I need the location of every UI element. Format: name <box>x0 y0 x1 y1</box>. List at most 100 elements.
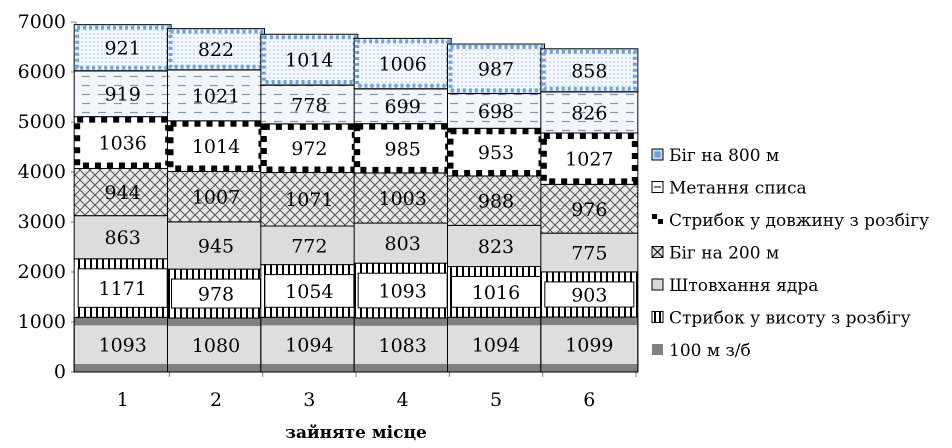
bar-value-label: 953 <box>478 142 514 164</box>
bar-segment <box>353 88 452 125</box>
y-tick-label: 0 <box>54 361 66 383</box>
bar-value-label: 698 <box>478 101 514 123</box>
bar-segment-label-box <box>171 278 261 309</box>
bar-value-label: 1027 <box>565 149 613 171</box>
bar-value-label: 778 <box>291 94 327 116</box>
bar-segment-group: 919 <box>73 69 172 118</box>
bar-segment <box>540 48 639 93</box>
bar-segment-group: 1093 <box>353 262 452 319</box>
bar-segment-group: 699 <box>353 87 452 125</box>
bar-segment <box>73 70 172 118</box>
legend-swatch-inner <box>659 311 661 323</box>
bar-segment-band <box>167 364 265 372</box>
bar-segment <box>447 92 545 129</box>
bar-segment-dotted-border <box>448 45 544 93</box>
x-tick-label: 1 <box>117 389 129 411</box>
y-tick-label: 5000 <box>18 111 66 133</box>
legend-item: Стрибок у довжину з розбігу <box>652 211 929 231</box>
bar-segment-group: 976 <box>540 183 639 234</box>
bar-segment-group: 903 <box>540 271 639 318</box>
bar-segment-group: 823 <box>447 224 545 268</box>
bar-segment-group: 921 <box>73 24 172 72</box>
legend-item: Стрибок у висоту з розбігу <box>651 309 911 329</box>
x-tick-label: 4 <box>397 389 409 411</box>
bar-segment <box>73 167 172 217</box>
bar-segment-group: 1094 <box>260 316 359 373</box>
bar-segment-band <box>74 317 172 326</box>
legend-swatch-inner <box>658 219 663 224</box>
bar-value-label: 1080 <box>192 335 240 357</box>
bar-value-label: 1006 <box>378 54 426 76</box>
bar-value-label: 944 <box>105 182 141 204</box>
bar-segment-dotted-border <box>75 25 171 70</box>
bar-value-label: 945 <box>198 235 234 257</box>
bar-segment-group: 778 <box>260 84 359 125</box>
legend-label: 100 м з/б <box>669 341 751 361</box>
bar-segment-group: 985 <box>353 123 452 174</box>
bar-value-label: 1014 <box>285 50 333 72</box>
bar-segment-group: 1036 <box>73 116 172 169</box>
bar-segment <box>73 215 172 260</box>
bar-segment-label-box <box>264 274 355 308</box>
bar-segment-label-box <box>451 276 541 308</box>
bar-value-label: 985 <box>385 138 421 160</box>
bar-segment-group: 988 <box>447 175 545 226</box>
bar-segment-band <box>354 317 452 326</box>
bar-value-label: 1003 <box>378 188 426 210</box>
bar-segment-group: 1014 <box>167 120 265 173</box>
legend-label: Стрибок у висоту з розбігу <box>669 309 911 329</box>
axes-group: 0 1000 2000 3000 4000 5000 6000 7000 1 2 3 4 5 6 зайня… <box>18 11 637 443</box>
legend-item: Біг на 800 м <box>651 146 779 166</box>
y-tick-label: 1000 <box>18 311 66 333</box>
x-tick-label: 5 <box>490 389 502 411</box>
bar-value-label: 903 <box>571 284 607 306</box>
legend-label: Біг на 800 м <box>669 146 779 166</box>
bar-segment <box>540 91 639 134</box>
legend-swatch-inner <box>652 214 657 219</box>
bar-value-label: 1016 <box>472 282 520 304</box>
bar-value-label: 1021 <box>192 85 240 107</box>
legend-item: 100 м з/б <box>652 341 751 361</box>
legend-swatch <box>651 278 664 291</box>
bar-segment-label-box <box>357 272 448 309</box>
bar-segment-group: 1080 <box>167 317 265 373</box>
bar-value-label: 1083 <box>378 335 426 357</box>
bar-segment <box>540 232 639 273</box>
bar-segment-group: 1021 <box>167 69 265 122</box>
bar-value-label: 803 <box>385 233 421 255</box>
bar-segment-band <box>447 364 545 372</box>
bar-segment <box>73 24 172 72</box>
bar-segment <box>260 33 359 86</box>
bar-segment-band <box>260 364 358 372</box>
bar-value-label: 1036 <box>98 133 146 155</box>
bar-segment-label-box <box>544 281 635 308</box>
bar-value-label: 972 <box>291 138 327 160</box>
bar-segment-dotted-border <box>541 49 637 91</box>
bar-value-label: 1093 <box>98 335 146 357</box>
legend-label: Штовхання ядра <box>669 276 818 296</box>
legend-label: Стрибок у довжину з розбігу <box>669 211 929 231</box>
bar-segment <box>540 183 639 234</box>
bar-value-label: 978 <box>198 284 234 306</box>
bar-value-label: 1054 <box>285 281 333 303</box>
legend-swatch <box>652 344 663 355</box>
bar-segment-dotted-border <box>261 35 357 84</box>
bar-segment-dotted-border <box>355 39 451 88</box>
bar-segment-band <box>167 318 265 326</box>
bars-group: 1093 1171 863 944 1036 919 921 1080 978 945 1007 10… <box>73 24 639 373</box>
bar-segment <box>353 222 452 264</box>
bar-segment-band <box>447 317 545 326</box>
legend-item: Метання списа <box>651 179 807 199</box>
bar-segment <box>447 316 545 373</box>
bar-value-label: 858 <box>571 60 607 82</box>
bar-segment-group: 775 <box>540 232 639 273</box>
bar-segment-group: 698 <box>447 92 545 129</box>
bar-value-label: 822 <box>198 39 234 61</box>
bar-segment-group: 1071 <box>260 171 359 227</box>
x-tick-label: 2 <box>210 389 222 411</box>
y-tick-label: 4000 <box>18 161 66 183</box>
bar-value-label: 699 <box>385 96 421 118</box>
bar-value-label: 775 <box>571 243 607 265</box>
bar-segment-group: 1094 <box>447 316 545 373</box>
legend-label: Біг на 200 м <box>669 244 779 264</box>
